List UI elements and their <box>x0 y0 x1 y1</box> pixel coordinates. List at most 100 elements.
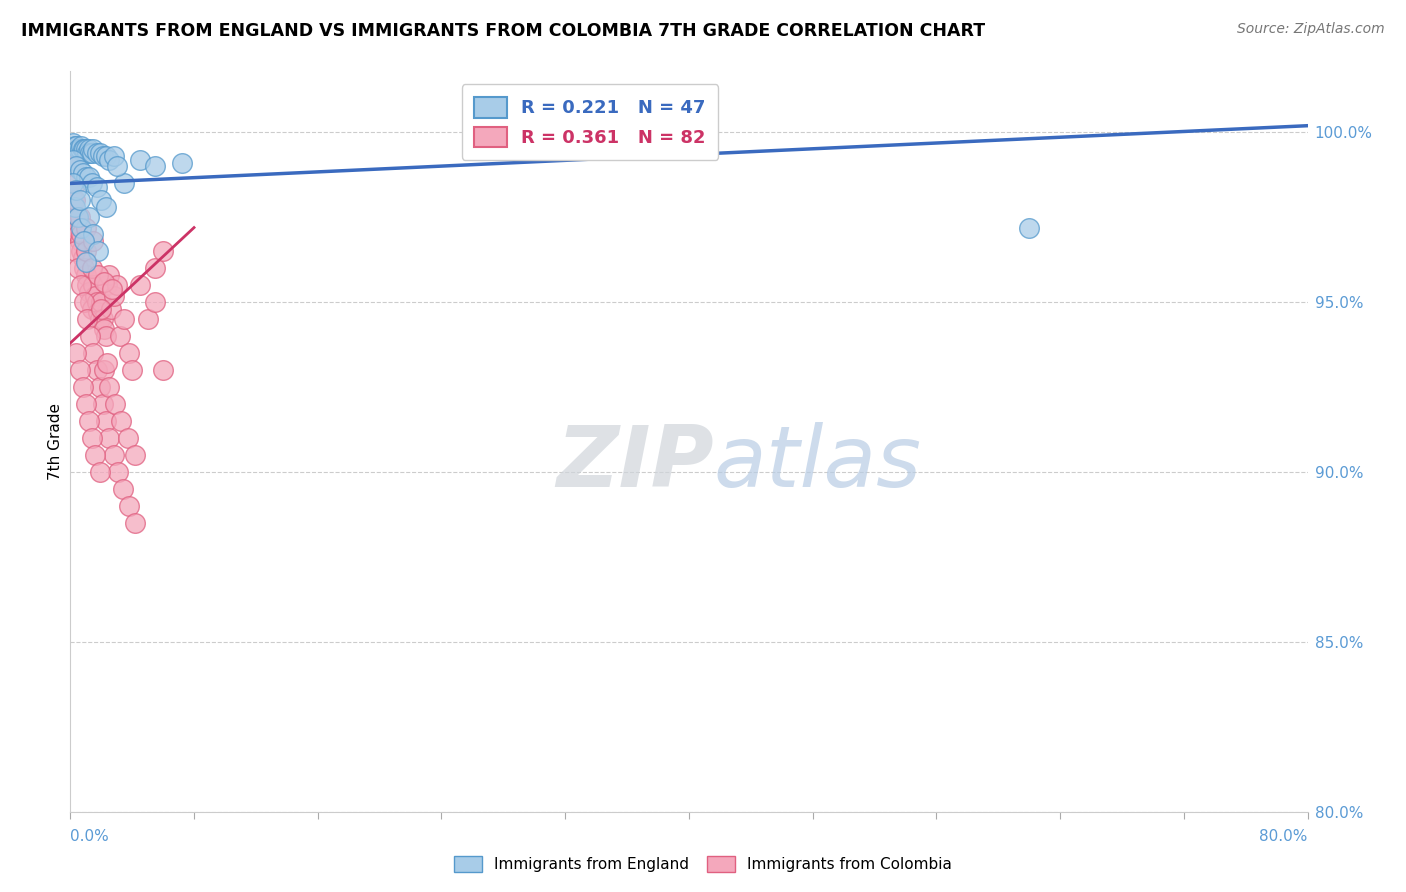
Point <box>80 177 103 191</box>
Point <box>84 448 107 462</box>
Point <box>91 149 114 163</box>
Point <box>101 282 124 296</box>
Point <box>79 329 101 343</box>
Point <box>69 211 91 225</box>
Point <box>118 346 141 360</box>
Point <box>91 397 114 411</box>
Point <box>67 261 90 276</box>
Legend: R = 0.221   N = 47, R = 0.361   N = 82: R = 0.221 N = 47, R = 0.361 N = 82 <box>461 84 718 160</box>
Point <box>82 278 105 293</box>
Point <box>94 200 117 214</box>
Point <box>73 295 96 310</box>
Point <box>145 261 166 276</box>
Point <box>93 322 115 336</box>
Point <box>114 312 135 326</box>
Point <box>69 363 91 377</box>
Text: 0.0%: 0.0% <box>70 829 110 844</box>
Point <box>107 465 129 479</box>
Point <box>70 278 93 293</box>
Point <box>86 363 108 377</box>
Point <box>76 145 98 160</box>
Point <box>145 295 166 310</box>
Point <box>67 143 90 157</box>
Text: atlas: atlas <box>714 422 922 505</box>
Point <box>82 227 105 242</box>
Point <box>67 227 90 242</box>
Legend: Immigrants from England, Immigrants from Colombia: Immigrants from England, Immigrants from… <box>447 848 959 880</box>
Point <box>77 211 100 225</box>
Point <box>96 356 118 370</box>
Point <box>65 346 87 360</box>
Point <box>98 380 120 394</box>
Point <box>98 431 120 445</box>
Point <box>73 234 96 248</box>
Point <box>63 200 86 214</box>
Point <box>65 160 87 174</box>
Point <box>73 261 96 276</box>
Point <box>75 254 97 268</box>
Point <box>170 156 193 170</box>
Point <box>89 312 111 326</box>
Point <box>96 278 118 293</box>
Point <box>87 244 110 259</box>
Point <box>94 414 117 428</box>
Point <box>77 143 100 157</box>
Point <box>89 145 111 160</box>
Point <box>93 363 115 377</box>
Point <box>76 312 98 326</box>
Point <box>65 177 87 191</box>
Point <box>82 346 105 360</box>
Point <box>90 194 112 208</box>
Point <box>103 149 125 163</box>
Point <box>63 139 86 153</box>
Point <box>77 414 100 428</box>
Point <box>69 162 91 177</box>
Point <box>69 234 91 248</box>
Point <box>110 414 132 428</box>
Point <box>117 431 139 445</box>
Point <box>129 153 152 167</box>
Point <box>91 312 114 326</box>
Point <box>77 169 100 184</box>
Point <box>80 145 103 160</box>
Point <box>105 160 128 174</box>
Point <box>152 244 174 259</box>
Point <box>82 143 105 157</box>
Point <box>93 275 115 289</box>
Point <box>62 194 84 208</box>
Point <box>124 448 146 462</box>
Point <box>72 166 94 180</box>
Point <box>129 278 152 293</box>
Point <box>80 431 103 445</box>
Text: IMMIGRANTS FROM ENGLAND VS IMMIGRANTS FROM COLOMBIA 7TH GRADE CORRELATION CHART: IMMIGRANTS FROM ENGLAND VS IMMIGRANTS FR… <box>21 22 986 40</box>
Point <box>152 363 174 377</box>
Point <box>104 397 127 411</box>
Point <box>111 482 134 496</box>
Text: ZIP: ZIP <box>555 422 714 505</box>
Point <box>69 194 91 208</box>
Point <box>87 305 110 319</box>
Point <box>90 302 112 317</box>
Point <box>121 363 143 377</box>
Point <box>67 211 90 225</box>
Point <box>118 499 141 513</box>
Point <box>70 227 93 242</box>
Point <box>62 160 84 174</box>
Point <box>63 244 86 259</box>
Point <box>65 183 87 197</box>
Point <box>77 285 100 299</box>
Point <box>75 397 97 411</box>
Y-axis label: 7th Grade: 7th Grade <box>48 403 63 480</box>
Point <box>62 136 84 150</box>
Point <box>108 329 131 343</box>
Point <box>89 465 111 479</box>
Point <box>75 220 97 235</box>
Point <box>63 194 86 208</box>
Text: Source: ZipAtlas.com: Source: ZipAtlas.com <box>1237 22 1385 37</box>
Point <box>124 516 146 530</box>
Point <box>82 234 105 248</box>
Point <box>103 448 125 462</box>
Point <box>76 278 98 293</box>
Point <box>75 143 97 157</box>
Point <box>86 145 108 160</box>
